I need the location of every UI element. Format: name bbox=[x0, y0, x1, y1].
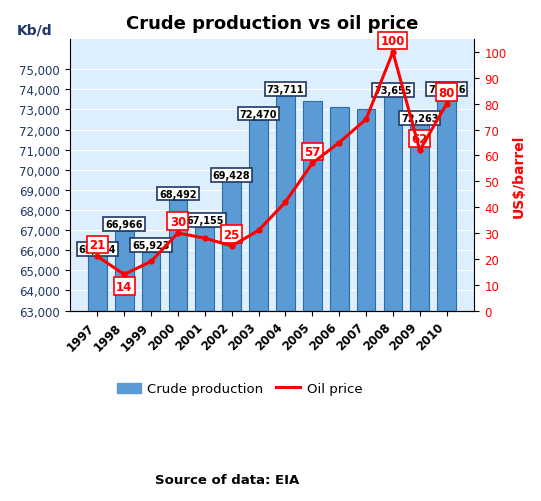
Text: Kb/d: Kb/d bbox=[17, 24, 52, 37]
Text: 69,428: 69,428 bbox=[213, 170, 250, 180]
Bar bbox=[411, 125, 429, 501]
Text: 30: 30 bbox=[170, 215, 186, 228]
Bar bbox=[303, 102, 322, 501]
Bar bbox=[249, 121, 268, 501]
Bar bbox=[357, 110, 375, 501]
Bar bbox=[276, 96, 295, 501]
Text: 72,263: 72,263 bbox=[401, 113, 439, 123]
Bar bbox=[115, 231, 134, 501]
Bar bbox=[169, 201, 187, 501]
Text: 14: 14 bbox=[116, 280, 133, 293]
Bar bbox=[330, 108, 348, 501]
Text: 68,492: 68,492 bbox=[159, 189, 197, 199]
Text: 72,470: 72,470 bbox=[240, 109, 278, 119]
Bar bbox=[142, 253, 161, 501]
Text: 73,655: 73,655 bbox=[374, 86, 412, 96]
Title: Crude production vs oil price: Crude production vs oil price bbox=[126, 15, 418, 33]
Y-axis label: US$/barrel: US$/barrel bbox=[512, 134, 526, 217]
Bar bbox=[195, 227, 214, 501]
Text: 62: 62 bbox=[412, 133, 428, 146]
Text: Source of data: EIA: Source of data: EIA bbox=[155, 473, 299, 486]
Text: 100: 100 bbox=[381, 35, 405, 48]
Legend: Crude production, Oil price: Crude production, Oil price bbox=[111, 377, 368, 401]
Text: 65,744: 65,744 bbox=[78, 244, 116, 255]
Text: 25: 25 bbox=[223, 228, 240, 241]
Text: 66,966: 66,966 bbox=[105, 220, 143, 230]
Bar bbox=[437, 97, 456, 501]
Text: 65,923: 65,923 bbox=[133, 240, 170, 250]
Text: 57: 57 bbox=[304, 146, 320, 159]
Text: 80: 80 bbox=[438, 86, 455, 99]
Text: 21: 21 bbox=[89, 238, 105, 252]
Bar bbox=[88, 256, 107, 501]
Text: 73,676: 73,676 bbox=[428, 85, 465, 95]
Bar bbox=[222, 182, 241, 501]
Text: 73,711: 73,711 bbox=[267, 84, 304, 94]
Bar bbox=[384, 97, 403, 501]
Text: 67,155: 67,155 bbox=[186, 216, 223, 226]
